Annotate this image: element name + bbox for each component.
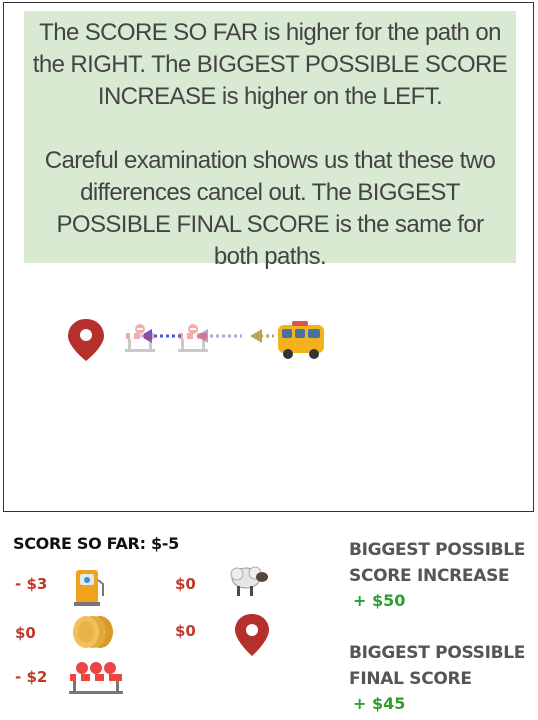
biggest-increase-value: + $50 <box>353 591 406 610</box>
roadblock-cost-value: - $2 <box>15 668 48 686</box>
gas-cost-value: - $3 <box>15 575 48 593</box>
explanation-box: The SCORE SO FAR is higher for the path … <box>24 11 516 270</box>
biggest-increase-label: BIGGEST POSSIBLE SCORE INCREASE <box>349 540 526 586</box>
explanation-paragraph-1: The SCORE SO FAR is higher for the path … <box>32 19 508 110</box>
path-diagram <box>68 319 324 361</box>
location-pin-icon[interactable] <box>68 319 104 361</box>
game-canvas: The SCORE SO FAR is higher for the path … <box>3 2 534 512</box>
biggest-final-label: BIGGEST POSSIBLE FINAL SCORE <box>349 643 526 689</box>
explanation-paragraph-2: Careful examination shows us that these … <box>44 147 496 270</box>
roadblock-icon[interactable] <box>178 324 208 352</box>
coins-value: $0 <box>15 624 36 642</box>
sheep-icon <box>230 566 268 596</box>
destination-value: $0 <box>175 622 196 640</box>
score-so-far-label: SCORE SO FAR: $-5 <box>13 534 179 553</box>
gas-pump-icon <box>74 570 104 606</box>
van-icon[interactable] <box>278 321 324 359</box>
coins-icon <box>73 616 113 648</box>
route-arrow-blue <box>140 329 184 343</box>
roadblock-icon <box>69 662 123 694</box>
location-pin-icon <box>235 614 269 656</box>
route-arrow-purple <box>196 329 242 343</box>
route-arrow-olive <box>250 329 274 343</box>
biggest-final-value: + $45 <box>353 694 406 713</box>
sheep-value: $0 <box>175 575 196 593</box>
roadblock-icon[interactable] <box>125 324 155 352</box>
